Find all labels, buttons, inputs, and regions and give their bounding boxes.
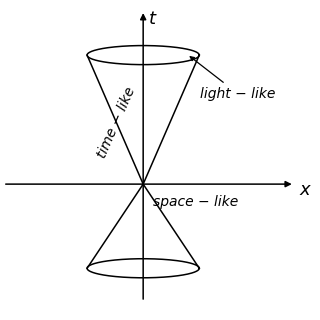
Text: x: x [299,181,310,199]
Text: time − like: time − like [95,84,138,160]
Text: light − like: light − like [190,57,276,101]
Text: t: t [149,10,156,28]
Text: space − like: space − like [153,195,238,209]
